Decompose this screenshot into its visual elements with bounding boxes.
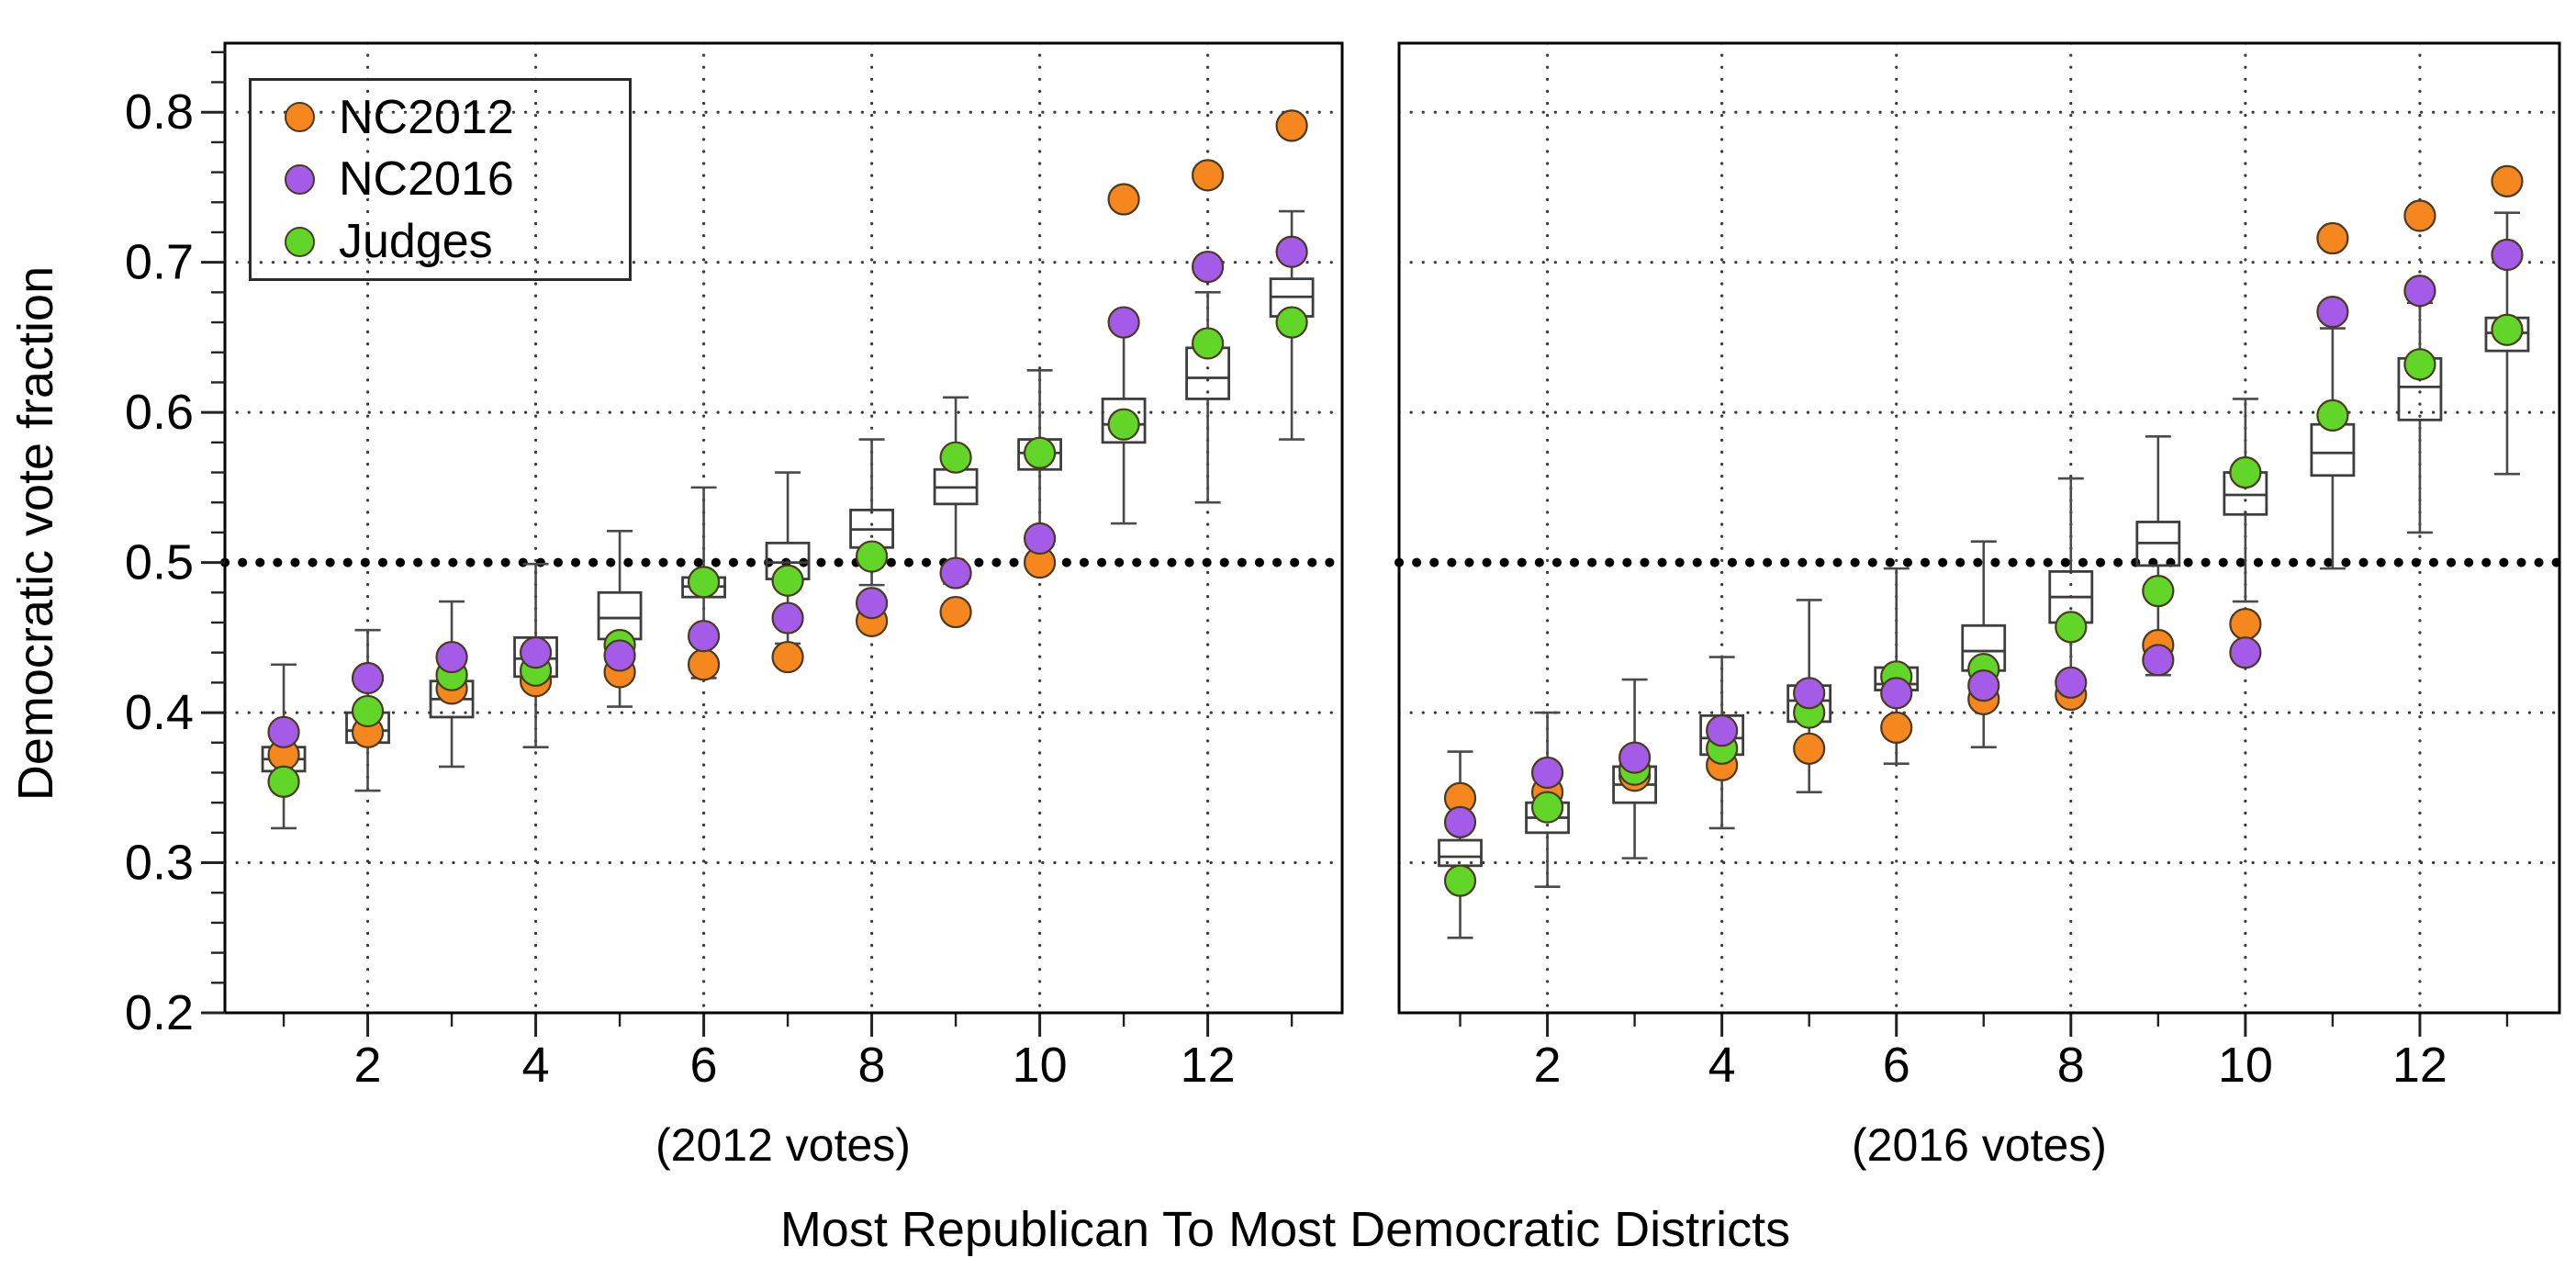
point-judges-district-12 [1191,327,1225,360]
point-nc2016-district-3 [435,640,468,674]
point-nc2012-district-11 [1107,183,1140,216]
point-nc2012-district-11 [2316,221,2349,255]
point-nc2016-district-13 [2491,238,2524,272]
point-judges-district-10 [2229,455,2262,489]
point-nc2012-district-6 [1880,711,1913,745]
point-nc2012-district-12 [1191,159,1225,192]
point-nc2016-district-11 [1107,306,1140,339]
judges-swatch-icon [285,226,315,257]
point-judges-district-9 [939,441,972,474]
point-nc2016-district-7 [1967,669,2000,702]
x-tick-label: 12 [1181,1038,1236,1093]
box-district-11 [1101,398,1147,444]
point-nc2016-district-9 [939,556,972,590]
point-judges-district-7 [771,564,804,597]
y-tick-label: 0.4 [125,685,194,740]
legend-label-judges: Judges [339,215,493,269]
panel-border [1397,41,2561,1015]
point-nc2016-district-7 [771,601,804,634]
panel-label-2016-votes: (2016 votes) [1852,1119,2107,1171]
point-nc2016-district-9 [2142,644,2175,677]
x-tick-label: 8 [2057,1038,2085,1093]
point-judges-district-10 [1023,436,1057,469]
y-tick-label: 0.3 [125,836,194,891]
x-tick-label: 12 [2392,1038,2447,1093]
point-judges-district-2 [1530,791,1564,824]
point-nc2012-district-6 [687,648,721,681]
point-nc2012-district-12 [2403,199,2436,232]
point-judges-district-1 [267,765,300,798]
x-tick-label: 2 [354,1038,382,1093]
y-tick-label: 0.5 [125,535,194,590]
y-axis-title: Democratic vote fraction [8,265,63,802]
point-nc2016-district-6 [687,620,721,653]
point-judges-district-6 [687,566,721,599]
point-judges-district-11 [2316,399,2349,432]
x-tick-label: 2 [1534,1038,1562,1093]
point-nc2016-district-10 [2229,636,2262,669]
y-tick-label: 0.8 [125,84,194,140]
point-nc2016-district-1 [267,715,300,748]
point-nc2016-district-12 [2403,275,2436,308]
legend-item-nc2016: NC2016 [285,155,629,203]
point-nc2016-district-2 [1530,756,1564,790]
nc2012-swatch-icon [285,102,315,133]
x-tick-label: 6 [1883,1038,1910,1093]
legend-label-nc2012: NC2012 [339,90,514,144]
panel-label-2012-votes: (2012 votes) [655,1119,911,1171]
panel-border [223,41,1344,1015]
point-nc2016-district-2 [351,661,385,695]
point-nc2012-district-7 [771,640,804,674]
point-nc2012-district-13 [2491,164,2524,197]
point-judges-district-12 [2403,348,2436,381]
point-nc2016-district-12 [1191,250,1225,284]
box-district-11 [2310,422,2356,477]
legend-item-nc2012: NC2012 [285,94,629,141]
legend: NC2012 NC2016 Judges [249,78,632,281]
x-axis-title: Most Republican To Most Democratic Distr… [779,1202,1791,1257]
x-tick-label: 4 [522,1038,550,1093]
y-tick-label: 0.2 [125,985,194,1040]
point-judges-district-8 [2055,611,2088,644]
legend-item-judges: Judges [285,218,629,265]
point-nc2016-district-5 [603,639,636,672]
nc2016-swatch-icon [285,163,315,195]
point-nc2012-district-10 [2229,608,2262,641]
point-nc2016-district-1 [1443,805,1477,838]
y-tick-label: 0.6 [125,385,194,440]
x-tick-label: 10 [1013,1038,1068,1093]
x-tick-label: 6 [690,1038,718,1093]
point-nc2016-district-13 [1275,235,1308,268]
y-tick-label: 0.7 [125,235,194,290]
point-judges-district-2 [351,694,385,728]
point-nc2016-district-10 [1023,522,1057,556]
point-nc2016-district-3 [1618,741,1652,774]
point-nc2016-district-8 [855,587,889,620]
point-judges-district-13 [1275,306,1308,339]
point-judges-district-1 [1443,864,1477,897]
point-judges-district-9 [2142,575,2175,608]
x-tick-label: 8 [858,1038,886,1093]
x-tick-label: 4 [1708,1038,1736,1093]
point-judges-district-11 [1107,408,1140,441]
point-nc2012-district-9 [939,595,972,629]
point-nc2016-district-8 [2055,666,2088,699]
point-nc2016-district-4 [1706,714,1739,747]
point-judges-district-13 [2491,313,2524,346]
point-nc2016-district-6 [1880,677,1913,710]
legend-label-nc2016: NC2016 [339,152,514,207]
point-nc2012-district-5 [1793,732,1826,765]
point-nc2012-district-13 [1275,109,1308,142]
point-nc2016-district-11 [2316,296,2349,329]
point-nc2016-district-5 [1793,677,1826,710]
x-tick-label: 10 [2218,1038,2273,1093]
point-judges-district-8 [855,540,889,573]
point-nc2016-district-4 [519,636,553,669]
